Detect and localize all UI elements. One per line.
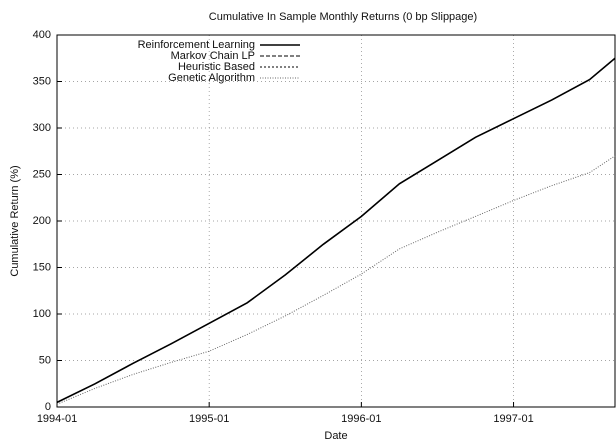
y-tick-label: 300 [33, 122, 51, 134]
y-tick-label: 200 [33, 215, 51, 227]
y-tick-label: 100 [33, 308, 51, 320]
series-line [56, 57, 616, 403]
y-axis-label: Cumulative Return (%) [9, 165, 21, 276]
y-tick-label: 250 [33, 168, 51, 180]
x-tick-label: 1994-01 [37, 413, 77, 425]
legend-label: Heuristic Based [178, 61, 255, 73]
legend-label: Reinforcement Learning [138, 39, 255, 51]
x-tick-label: 1995-01 [189, 413, 229, 425]
y-tick-label: 0 [45, 401, 51, 413]
y-tick-label: 350 [33, 75, 51, 87]
y-tick-label: 150 [33, 261, 51, 273]
series-line [56, 155, 616, 405]
x-tick-label: 1996-01 [341, 413, 381, 425]
plot-frame [56, 34, 616, 408]
y-tick-label: 400 [33, 29, 51, 41]
x-axis-label: Date [324, 430, 347, 442]
x-tick-label: 1997-01 [493, 413, 533, 425]
y-tick-label: 50 [39, 354, 51, 366]
legend-label: Markov Chain LP [171, 50, 255, 62]
chart-title: Cumulative In Sample Monthly Returns (0 … [209, 11, 477, 23]
legend-label: Genetic Algorithm [168, 72, 255, 84]
series-line [56, 57, 616, 403]
